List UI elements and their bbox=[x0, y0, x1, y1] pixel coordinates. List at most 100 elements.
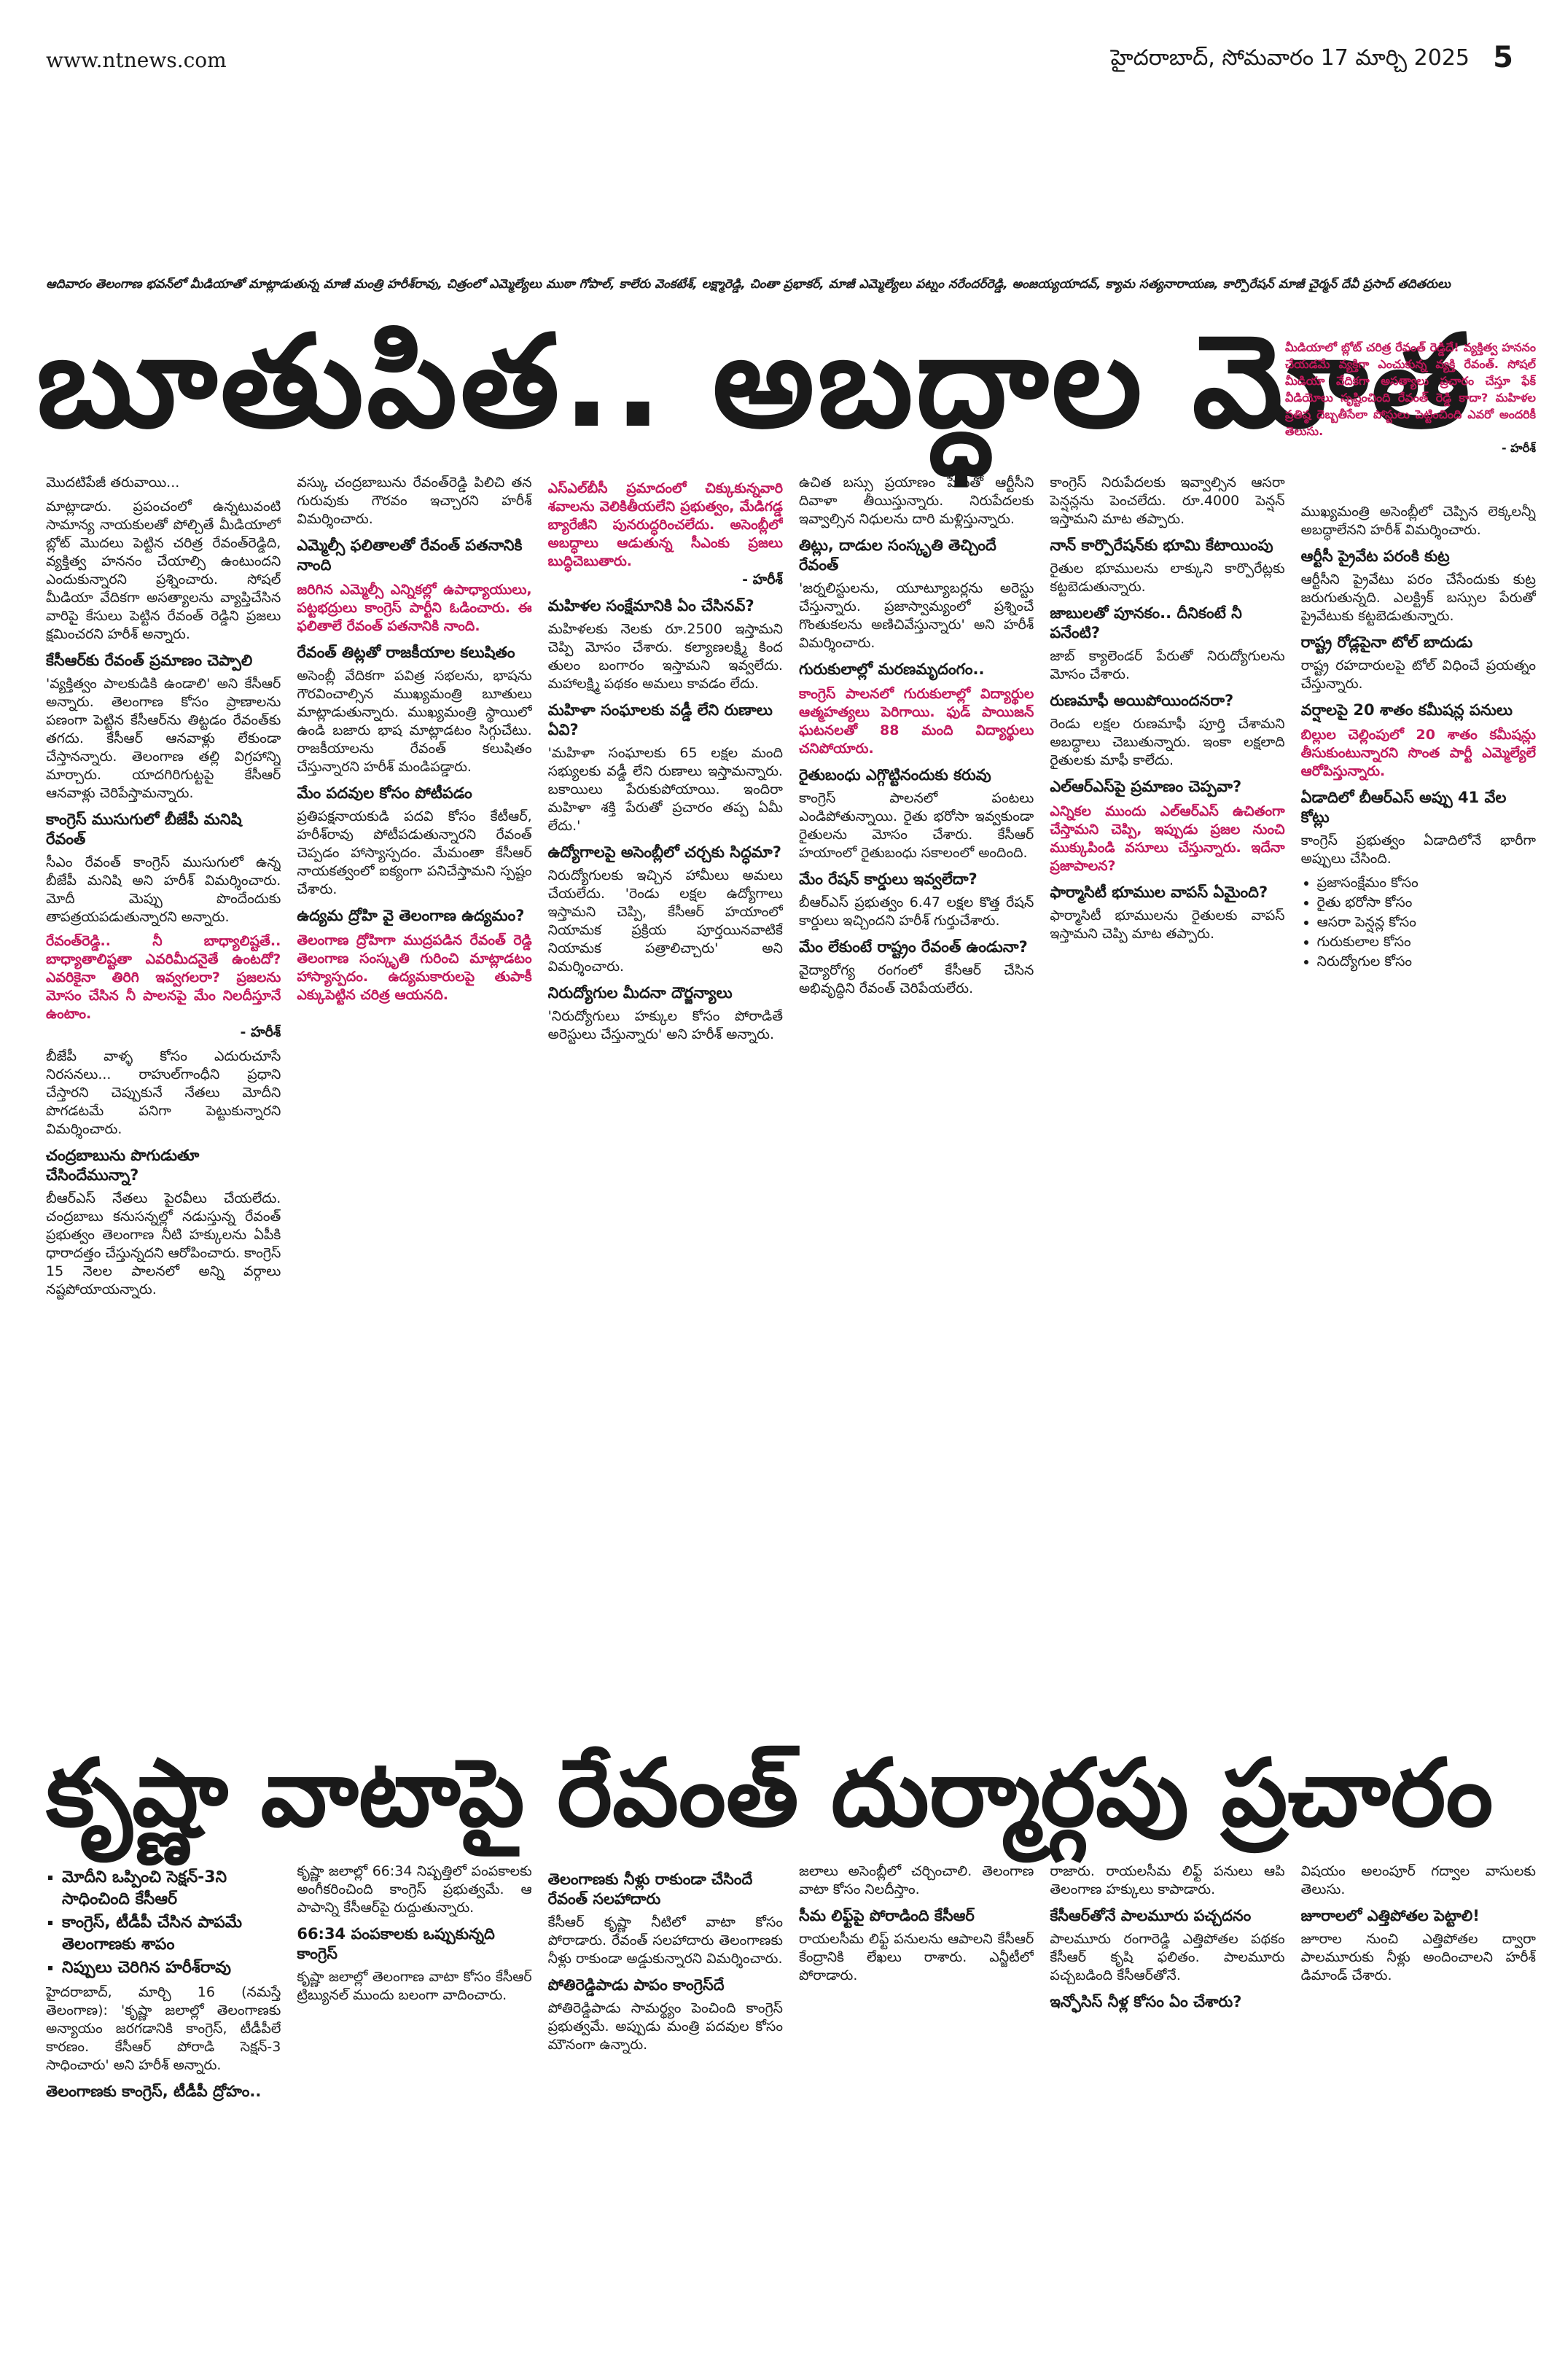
subhead: ఎమ్మెల్సీ ఫలితాలతో రేవంత్ పతనానికి నాంది bbox=[297, 537, 523, 574]
paragraph: ఫార్మాసిటీ భూములను రైతులకు వాపస్ ఇస్తామన… bbox=[1050, 908, 1285, 942]
column: రాజారు. రాయలసీమ లిఫ్ట్ పనులు ఆపి తెలంగాణ… bbox=[1050, 1862, 1284, 2373]
subhead: రుణమాఫీ అయిపోయిందనరా? bbox=[1050, 692, 1234, 709]
bullet-list: మోదీని ఒప్పించి సెక్షన్-3ని సాధించింది క… bbox=[46, 1867, 281, 1979]
subhead: కేసీఆర్‌తోనే పాలమూరు పచ్చదనం bbox=[1050, 1907, 1252, 1924]
paragraph: రాజారు. రాయలసీమ లిఫ్ట్ పనులు ఆపి తెలంగాణ… bbox=[1050, 1863, 1285, 1897]
highlight-quote: రేవంత్‌రెడ్డి.. నీ బాధ్యాలిష్టతే.. బాధ్య… bbox=[46, 932, 281, 1042]
subhead: మహిళల సంక్షేమానికి ఏం చేసినవ్? bbox=[547, 597, 754, 614]
paragraph: బీఆర్ఎస్ నేతలు పైరవీలు చేయలేదు. చంద్రబాబ… bbox=[46, 1190, 281, 1298]
paragraph: మహిళలకు నెలకు రూ.2500 ఇస్తామని చెప్పి మో… bbox=[547, 621, 783, 692]
subhead: రాష్ట్ర రోడ్లపైనా టోల్‌ బాదుడు bbox=[1300, 633, 1473, 651]
bullet: కాంగ్రెస్, టీడీపీ చేసిన పాపమే తెలంగాణకు … bbox=[62, 1912, 281, 1956]
column: ఎస్ఎల్‌బీసీ ప్రమాదంలో చిక్కుకున్నవారి శవ… bbox=[548, 474, 783, 1724]
list-item: నిరుద్యోగుల కోసం bbox=[1317, 953, 1536, 971]
list-item: ఆసరా పెన్షన్ల కోసం bbox=[1317, 913, 1536, 932]
highlight-text: ఎస్ఎల్‌బీసీ ప్రమాదంలో చిక్కుకున్నవారి శవ… bbox=[547, 480, 783, 569]
page-number: 5 bbox=[1493, 41, 1513, 74]
signature: - హరీశ్ bbox=[742, 571, 783, 588]
paragraph: 'నిరుద్యోగులు హక్కుల కోసం పోరాడితే అరెస్… bbox=[547, 1008, 783, 1042]
headline: కృష్ణా వాటాపై రేవంత్ దుర్మార్గపు ప్రచారం bbox=[46, 1739, 1494, 1848]
subhead: తెలంగాణకు కాంగ్రెస్, టీడీపీ ద్రోహం.. bbox=[46, 2083, 262, 2100]
subhead: కాంగ్రెస్ ముసుగులో బీజేపీ మనిషి రేవంత్ bbox=[46, 811, 242, 848]
site-url: www.ntnews.com bbox=[46, 48, 227, 72]
paragraph: 'మహిళా సంఘాలకు 65 లక్షల మంది సభ్యులకు వడ… bbox=[547, 745, 783, 834]
highlight-quote: ఎన్నికల ముందు ఎల్ఆర్ఎస్‌ ఉచితంగా చేస్తామ… bbox=[1050, 803, 1284, 875]
paragraph: మొదటిపేజీ తరువాయి... bbox=[46, 475, 180, 491]
paragraph: కృష్ణా జలాల్లో 66:34 నిష్పత్తిలో పంపకాలక… bbox=[297, 1863, 532, 1916]
column: మోదీని ఒప్పించి సెక్షన్-3ని సాధించింది క… bbox=[46, 1862, 281, 2373]
bullet: మోదీని ఒప్పించి సెక్షన్-3ని సాధించింది క… bbox=[62, 1867, 281, 1911]
paragraph: రాష్ట్ర రహదారులపై టోల్ విధించే ప్రయత్నం … bbox=[1300, 658, 1536, 692]
highlight-quote: మీడియాలో బ్లోట్ చరిత్ర రేవంత్ రెడ్డిదే! … bbox=[1285, 340, 1536, 458]
story-body: మోదీని ఒప్పించి సెక్షన్-3ని సాధించింది క… bbox=[46, 1862, 1536, 2373]
paragraph: మాట్లాడారు. ప్రపంచంలో ఉన్నటువంటి సామాన్య… bbox=[46, 499, 281, 642]
subhead: ఎల్ఆర్ఎస్‌పై ప్రమాణం చెప్పవా? bbox=[1050, 778, 1242, 795]
highlight-text: బిల్లుల చెల్లింపులో 20 శాతం కమీషన్లు తీస… bbox=[1300, 727, 1536, 779]
highlight-quote: బిల్లుల చెల్లింపులో 20 శాతం కమీషన్లు తీస… bbox=[1301, 726, 1536, 781]
subhead: జాబులతో పూనకం.. దీనికంటే నీ పనేంటి? bbox=[1050, 604, 1242, 641]
column: వస్కు చంద్రబాబును రేవంత్‌రెడ్డి పిలిచి త… bbox=[297, 474, 531, 1724]
paragraph: ప్రతిపక్షనాయకుడి పదవి కోసం కేటీఆర్, హరీశ… bbox=[297, 808, 532, 897]
column: ముఖ్యమంత్రి అసెంబ్లీలో చెప్పిన లెక్కలన్న… bbox=[1301, 474, 1536, 1724]
subhead: రేవంత్ తిట్లతో రాజకీయాల కలుషితం bbox=[297, 644, 515, 661]
paragraph: 'జర్నలిస్టులను, యూట్యూబర్లను అరెస్టు చేస… bbox=[798, 580, 1034, 651]
subhead: నాన్ కార్పొరేషన్‌కు భూమి కేటాయింపు bbox=[1050, 537, 1273, 554]
paragraph: అసెంబ్లీ వేదికగా పవిత్ర సభలను, భాషను గౌర… bbox=[297, 668, 532, 775]
highlight-quote: ఎస్ఎల్‌బీసీ ప్రమాదంలో చిక్కుకున్నవారి శవ… bbox=[548, 480, 783, 589]
quote-box: మీడియాలో బ్లోట్ చరిత్ర రేవంత్ రెడ్డిదే! … bbox=[1285, 335, 1536, 499]
photo bbox=[46, 87, 1536, 270]
subhead: ఫార్మాసిటీ భూముల వాపస్ ఏమైంది? bbox=[1050, 883, 1268, 901]
paragraph: హైదరాబాద్, మార్చి 16 (నమస్తే తెలంగాణ): '… bbox=[46, 1984, 281, 2073]
paragraph: వస్కు చంద్రబాబును రేవంత్‌రెడ్డి పిలిచి త… bbox=[297, 475, 532, 527]
paragraph: విషయం అలంపూర్ గద్వాల వాసులకు తెలుసు. bbox=[1300, 1863, 1536, 1897]
paragraph: జూరాల నుంచి ఎత్తిపోతల ద్వారా పాలమూరుకు న… bbox=[1300, 1931, 1536, 1983]
paragraph: కాంగ్రెస్ ప్రభుత్వం ఏడాదిలోనే భారీగా అప్… bbox=[1300, 832, 1536, 867]
paragraph: బీఆర్ఎస్ ప్రభుత్వం 6.47 లక్షల కొత్త రేషన… bbox=[798, 894, 1034, 929]
highlight-text: కాంగ్రెస్ పాలనలో గురుకులాల్లో విద్యార్థు… bbox=[798, 686, 1034, 757]
dateline: హైదరాబాద్, సోమవారం 17 మార్చి 2025 bbox=[1110, 45, 1470, 71]
subhead: నిరుద్యోగుల మీదనా దౌర్జన్యాలు bbox=[547, 984, 733, 1002]
photo-caption: ఆదివారం తెలంగాణ భవన్‌లో మీడియాతో మాట్లాడ… bbox=[46, 277, 1451, 292]
highlight-quote: జరిగిన ఎమ్మెల్సీ ఎన్నికల్లో ఉపాధ్యాయులు,… bbox=[297, 581, 531, 636]
paragraph: బీజేపీ వాళ్ళ కోసం ఎదురుచూసే నిరసనలు... ర… bbox=[46, 1048, 281, 1137]
subhead: జూరాలలో ఎత్తిపోతల పెట్టాలి! bbox=[1300, 1907, 1480, 1924]
subhead: ఏడాదిలో బీఆర్ఎస్‌ అప్పు 41 వేల కోట్లు bbox=[1300, 789, 1507, 826]
paragraph: జలాలు అసెంబ్లీలో చర్చించాలి. తెలంగాణ వాట… bbox=[798, 1863, 1034, 1897]
subhead: తెలంగాణకు నీళ్లు రాకుండా చేసిందే రేవంత్ … bbox=[547, 1870, 753, 1908]
list-item: ప్రజాసంక్షేమం కోసం bbox=[1317, 874, 1536, 892]
column: తెలంగాణకు నీళ్లు రాకుండా చేసిందే రేవంత్ … bbox=[548, 1862, 783, 2373]
subhead: సీమ లిఫ్ట్‌పై పోరాడింది కేసీఆర్ bbox=[798, 1907, 975, 1924]
bullet: నిప్పులు చెరిగిన హరీశ్‌రావు bbox=[62, 1957, 281, 1979]
column: కాంగ్రెస్ నిరుపేదలకు ఇవ్వాల్సిన ఆసరా పెన… bbox=[1050, 474, 1284, 1724]
paragraph: కాంగ్రెస్ పాలనలో పంటలు ఎండిపోతున్నాయి. ర… bbox=[798, 790, 1034, 861]
paragraph: వైద్యారోగ్య రంగంలో కేసీఆర్ చేసిన అభివృద్… bbox=[798, 962, 1034, 996]
paragraph: ఉచిత బస్సు ప్రయాణం పేరుతో ఆర్టీసీని దివా… bbox=[798, 475, 1034, 527]
subhead: మేం పదవుల కోసం పోటీపడం bbox=[297, 784, 472, 802]
paragraph: రాయలసీమ లిఫ్ట్ పనులను ఆపాలని కేసీఆర్ కేం… bbox=[798, 1931, 1034, 1983]
highlight-quote: తెలంగాణ ద్రోహిగా ముద్రపడిన రేవంత్ రెడ్డి… bbox=[297, 932, 531, 1004]
subhead: మేం రేషన్ కార్డులు ఇవ్వలేదా? bbox=[798, 870, 977, 888]
paragraph: కాంగ్రెస్ నిరుపేదలకు ఇవ్వాల్సిన ఆసరా పెన… bbox=[1050, 475, 1285, 527]
paragraph: సీఎం రేవంత్ కాంగ్రెస్ ముసుగులో ఉన్న బీజే… bbox=[46, 854, 281, 925]
highlight-text: రేవంత్‌రెడ్డి.. నీ బాధ్యాలిష్టతే.. బాధ్య… bbox=[46, 933, 281, 1022]
subhead: ఉద్యమ ద్రోహి వై తెలంగాణ ఉద్యమం? bbox=[297, 907, 525, 924]
paragraph: ఆర్టీసీని ప్రైవేటు పరం చేసేందుకు కుట్ర జ… bbox=[1300, 571, 1536, 624]
subhead: 66:34 పంపకాలకు ఒప్పుకున్నది కాంగ్రెస్ bbox=[297, 1925, 495, 1962]
paragraph: జాబ్ క్యాలెండర్ పేరుతో నిరుద్యోగులను మోస… bbox=[1050, 648, 1285, 682]
subhead: తిట్లు, దాడుల సంస్కృతి తెచ్చిందే రేవంత్ bbox=[798, 537, 996, 574]
highlight-text: మీడియాలో బ్లోట్ చరిత్ర రేవంత్ రెడ్డిదే! … bbox=[1285, 340, 1536, 438]
subhead: వర్షాలపై 20 శాతం కమీషన్ల పనులు bbox=[1300, 701, 1513, 719]
subhead: ఉద్యోగాలపై అసెంబ్లీలో చర్చకు సిద్ధమా? bbox=[547, 843, 781, 861]
subhead: గురుకులాల్లో మరణమృదంగం.. bbox=[798, 660, 985, 678]
column: ఉచిత బస్సు ప్రయాణం పేరుతో ఆర్టీసీని దివా… bbox=[799, 474, 1034, 1724]
list: ప్రజాసంక్షేమం కోసం రైతు భరోసా కోసంఆసరా పె… bbox=[1301, 874, 1536, 971]
paragraph: పాలమూరు రంగారెడ్డి ఎత్తిపోతల పథకం కేసీఆర… bbox=[1050, 1931, 1285, 1983]
subhead: పోతిరెడ్డిపాడు పాపం కాంగ్రెస్‌దే bbox=[547, 1976, 725, 1994]
column: జలాలు అసెంబ్లీలో చర్చించాలి. తెలంగాణ వాట… bbox=[799, 1862, 1034, 2373]
paragraph: రైతుల భూములను లాక్కుని కార్పొరేట్లకు కట్… bbox=[1050, 561, 1285, 595]
headline: బూతుపిత.. అబద్ధాల మోత bbox=[36, 308, 1474, 456]
column: విషయం అలంపూర్ గద్వాల వాసులకు తెలుసు. జూరా… bbox=[1301, 1862, 1536, 2373]
subhead: మహిళా సంఘాలకు వడ్డీ లేని రుణాలు ఏవి? bbox=[547, 701, 773, 738]
subhead: మేం లేకుంటే రాష్ట్రం రేవంత్ ఉండునా? bbox=[798, 938, 1028, 956]
subhead: కేసీఆర్‌కు రేవంత్ ప్రమాణం చెప్పాలి bbox=[46, 652, 253, 669]
